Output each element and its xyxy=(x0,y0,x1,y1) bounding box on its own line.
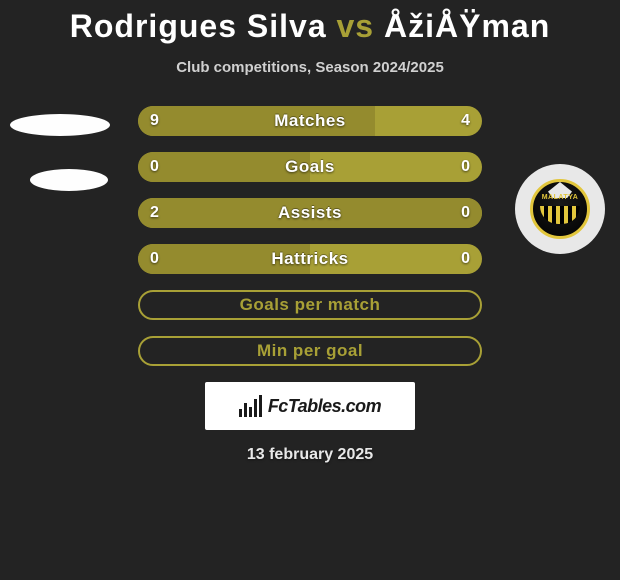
stat-value-right: 4 xyxy=(461,106,470,136)
stats-bars: Matches94Goals00Assists20Hattricks00Goal… xyxy=(138,106,482,366)
stat-value-left: 0 xyxy=(150,152,159,182)
bar-chart-icon xyxy=(239,395,262,417)
stat-label: Goals per match xyxy=(140,292,480,318)
stat-row: Assists2 0 xyxy=(138,198,482,228)
stat-value-right: 0 xyxy=(461,244,470,274)
stat-row: Hattricks0 0 xyxy=(138,244,482,274)
title-player1: Rodrigues Silva xyxy=(70,8,327,44)
stat-value-left: 0 xyxy=(150,244,159,274)
stat-row: Matches9 4 xyxy=(138,106,482,136)
title-player2: ÅžiÅŸman xyxy=(384,8,550,44)
stat-row: Goals per match xyxy=(138,290,482,320)
stat-value-right: 0 xyxy=(461,198,470,228)
stat-label: Matches xyxy=(138,106,482,136)
brand-text: FcTables.com xyxy=(268,396,381,417)
stat-value-left: 9 xyxy=(150,106,159,136)
stat-label: Goals xyxy=(138,152,482,182)
stat-label: Assists xyxy=(138,198,482,228)
club-badge-ring: MALATYA xyxy=(515,164,605,254)
subtitle: Club competitions, Season 2024/2025 xyxy=(0,59,620,76)
stat-row: Min per goal xyxy=(138,336,482,366)
comparison-container: MALATYA Matches94Goals00Assists20Hattric… xyxy=(0,106,620,464)
player1-placeholder-shape-2 xyxy=(30,169,108,191)
player1-placeholder-shape-1 xyxy=(10,114,110,136)
stat-value-right: 0 xyxy=(461,152,470,182)
brand-logo[interactable]: FcTables.com xyxy=(205,382,415,430)
stat-value-left: 2 xyxy=(150,198,159,228)
stat-label: Min per goal xyxy=(140,338,480,364)
page-title: Rodrigues Silva vs ÅžiÅŸman xyxy=(0,0,620,45)
club-badge-text: MALATYA xyxy=(530,194,590,201)
title-vs: vs xyxy=(337,8,375,44)
stat-row: Goals0 0 xyxy=(138,152,482,182)
comparison-date: 13 february 2025 xyxy=(0,446,620,464)
player2-club-badge: MALATYA xyxy=(515,164,605,254)
stat-label: Hattricks xyxy=(138,244,482,274)
